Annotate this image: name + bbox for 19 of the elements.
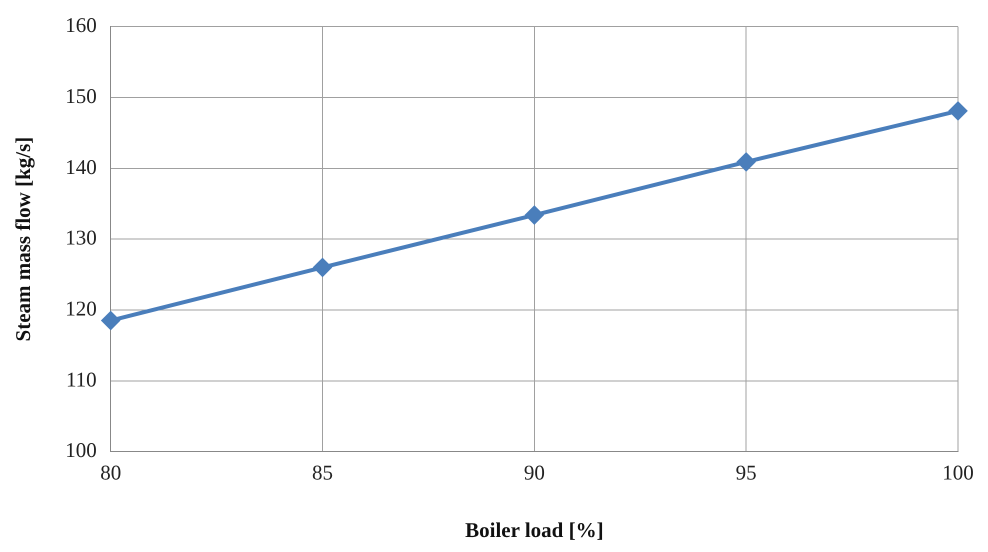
y-tick-label: 140	[65, 154, 97, 179]
x-tick-label: 80	[100, 460, 122, 485]
y-axis-title: Steam mass flow [kg/s]	[11, 136, 36, 342]
point	[737, 152, 756, 171]
y-tick-label: 130	[65, 226, 97, 250]
x-tick-label: 90	[524, 460, 545, 485]
x-axis-title: Boiler load [%]	[465, 518, 604, 542]
x-tick-label: 95	[736, 460, 757, 485]
point	[314, 258, 332, 276]
y-tick-label: 110	[66, 367, 97, 392]
y-tick-label: 100	[65, 438, 97, 462]
point	[525, 206, 544, 224]
point	[102, 312, 120, 330]
point	[949, 102, 967, 120]
x-tick-label: 100	[942, 460, 974, 485]
x-tick-label: 85	[312, 460, 334, 485]
y-tick-label: 150	[65, 84, 97, 108]
y-tick-label: 120	[65, 296, 97, 320]
y-tick-label: 160	[65, 13, 97, 38]
